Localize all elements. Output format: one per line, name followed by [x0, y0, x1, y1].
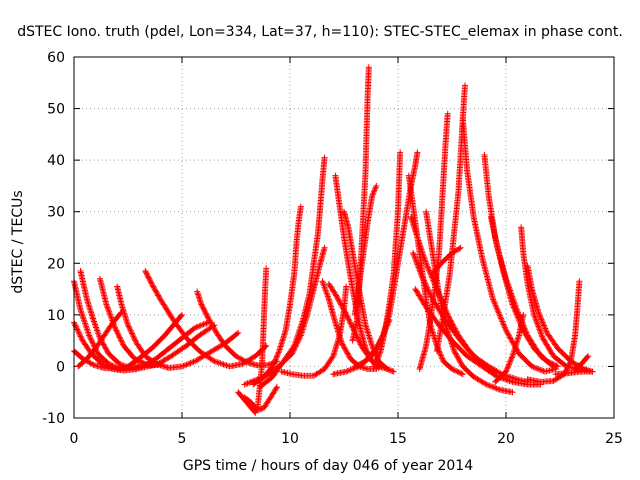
series-arc19	[319, 278, 380, 372]
x-tick-label: 5	[178, 431, 187, 447]
x-tick-label: 15	[389, 431, 407, 447]
y-tick-label: 40	[47, 153, 65, 169]
data-points	[416, 110, 451, 372]
data-points	[319, 278, 380, 372]
data-series	[71, 64, 596, 416]
y-tick-label: 30	[47, 205, 65, 221]
series-arc15	[256, 154, 328, 391]
y-tick-label: 0	[56, 359, 65, 375]
y-tick-label: -10	[42, 411, 65, 427]
x-tick-label: 0	[70, 431, 79, 447]
series-arc06	[194, 288, 280, 369]
chart-title: dSTEC Iono. truth (pdel, Lon=334, Lat=37…	[17, 24, 623, 40]
series-arc05	[142, 268, 270, 370]
data-points	[518, 224, 581, 372]
series-arc40	[524, 278, 583, 385]
series-arc37	[518, 224, 581, 372]
plot-frame	[73, 56, 615, 419]
data-points	[142, 268, 270, 370]
series-arc34	[459, 115, 559, 375]
data-points	[459, 115, 559, 375]
data-points	[433, 82, 468, 354]
series-arc25	[371, 149, 404, 370]
data-points	[552, 353, 596, 378]
data-points	[235, 389, 259, 416]
data-points	[492, 311, 527, 385]
data-points	[410, 250, 531, 385]
series-arc09	[75, 309, 125, 370]
series-arc11	[235, 389, 259, 416]
y-tick-label: 20	[47, 256, 65, 272]
series-arc41	[552, 353, 596, 378]
data-points	[278, 283, 350, 379]
x-tick-label: 20	[497, 431, 515, 447]
data-points	[256, 154, 328, 391]
data-points	[351, 182, 380, 318]
series-arc28	[410, 250, 531, 385]
series-arc33	[433, 82, 468, 354]
series-arc16	[278, 283, 350, 379]
x-tick-label: 10	[281, 431, 299, 447]
x-tick-label: 25	[605, 431, 623, 447]
y-tick-label: 10	[47, 308, 65, 324]
series-arc22	[351, 182, 380, 318]
y-tick-label: 50	[47, 102, 65, 118]
data-points	[75, 309, 125, 370]
y-tick-label: 60	[47, 50, 65, 66]
data-points	[524, 278, 583, 385]
y-axis-label: dSTEC / TECUs	[10, 190, 26, 293]
data-points	[371, 149, 404, 370]
data-points	[250, 203, 304, 388]
series-arc32	[416, 110, 451, 372]
x-axis-label: GPS time / hours of day 046 of year 2014	[183, 458, 473, 474]
data-points	[194, 288, 280, 369]
series-arc14	[250, 203, 304, 388]
series-arc39	[492, 311, 527, 385]
